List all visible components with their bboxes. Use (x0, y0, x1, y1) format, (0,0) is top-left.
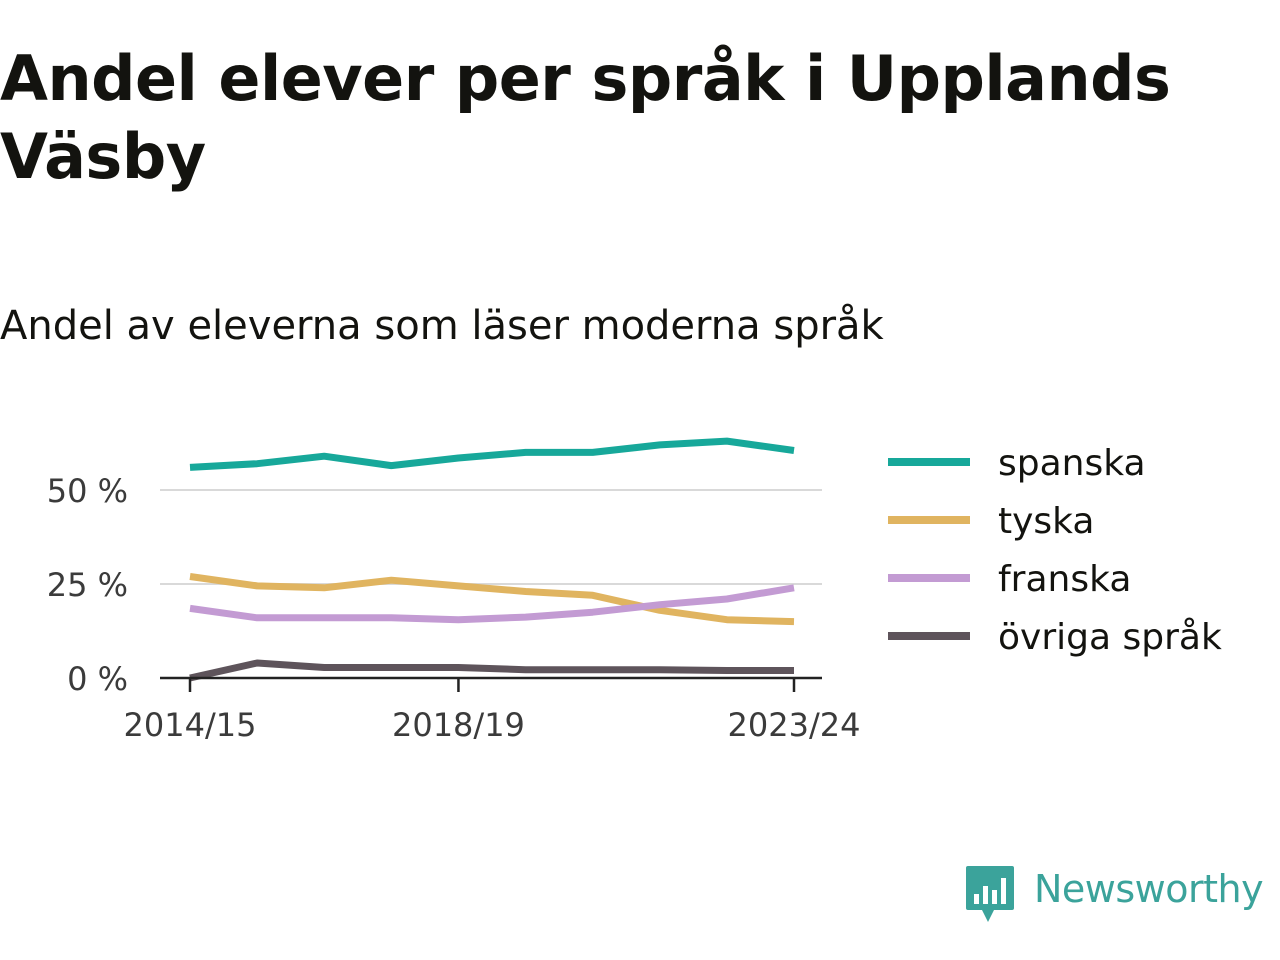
y-tick-label: 25 % (47, 566, 128, 604)
newsworthy-logo: Newsworthy (964, 862, 1276, 928)
x-tick-label: 2023/24 (728, 706, 861, 744)
x-tick-label: 2014/15 (124, 706, 257, 744)
legend-label: tyska (998, 501, 1094, 542)
chart-title: Andel elever per språk i Upplands Väsby (0, 42, 1171, 193)
legend-label: övriga språk (998, 617, 1222, 658)
x-tick-label: 2018/19 (392, 706, 525, 744)
legend-label: franska (998, 559, 1131, 600)
legend-label: spanska (998, 443, 1146, 484)
series-line-övriga-språk (189, 659, 794, 682)
y-tick-label: 0 % (67, 660, 128, 698)
y-tick-label: 50 % (47, 472, 128, 510)
chart-subtitle: Andel av eleverna som läser moderna språ… (0, 303, 884, 349)
brand-name: Newsworthy (1034, 867, 1264, 911)
series-line-franska (189, 584, 795, 624)
series-line-spanska (189, 437, 795, 471)
series-line-tyska (189, 573, 795, 626)
bar-chart-speech-bubble-icon (966, 866, 1014, 922)
